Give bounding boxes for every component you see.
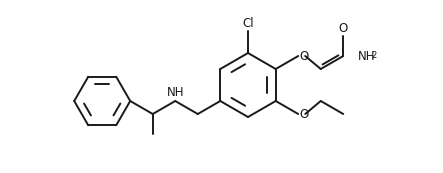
Text: 2: 2: [372, 51, 377, 60]
Text: NH: NH: [167, 86, 184, 99]
Text: O: O: [299, 107, 308, 121]
Text: NH: NH: [358, 51, 375, 63]
Text: Cl: Cl: [242, 17, 254, 30]
Text: O: O: [299, 49, 308, 62]
Text: O: O: [338, 22, 348, 35]
